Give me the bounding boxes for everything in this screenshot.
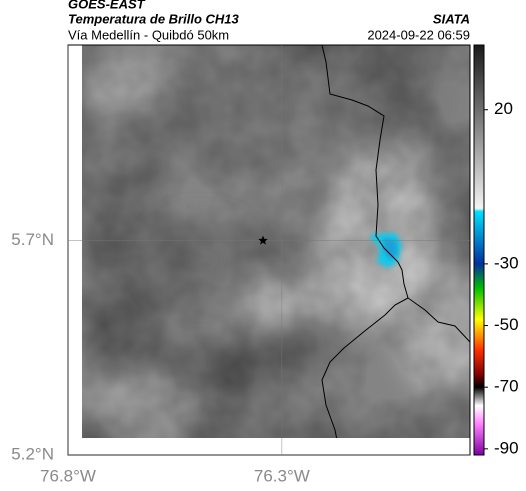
- source: GOES-EAST: [68, 0, 146, 11]
- subtitle: Vía Medellín - Quibdó 50km: [68, 27, 229, 42]
- x-tick-label: 76.3°W: [254, 466, 310, 485]
- org: SIATA: [433, 11, 470, 26]
- colorbar-label: -90: [494, 438, 519, 457]
- satellite-image: [82, 45, 470, 438]
- title: Temperatura de Brillo CH13: [68, 11, 240, 26]
- colorbar-label: 20: [494, 99, 513, 118]
- x-tick-label: 76.8°W: [40, 466, 96, 485]
- y-tick-label: 5.2°N: [11, 444, 54, 463]
- datetime: 2024-09-22 06:59: [367, 27, 470, 42]
- station-marker: [258, 235, 268, 245]
- y-tick-label: 5.7°N: [11, 230, 54, 249]
- colorbar-label: -70: [494, 377, 519, 396]
- colorbar-label: -30: [494, 253, 519, 272]
- colorbar: [473, 44, 485, 456]
- colorbar-label: -50: [494, 315, 519, 334]
